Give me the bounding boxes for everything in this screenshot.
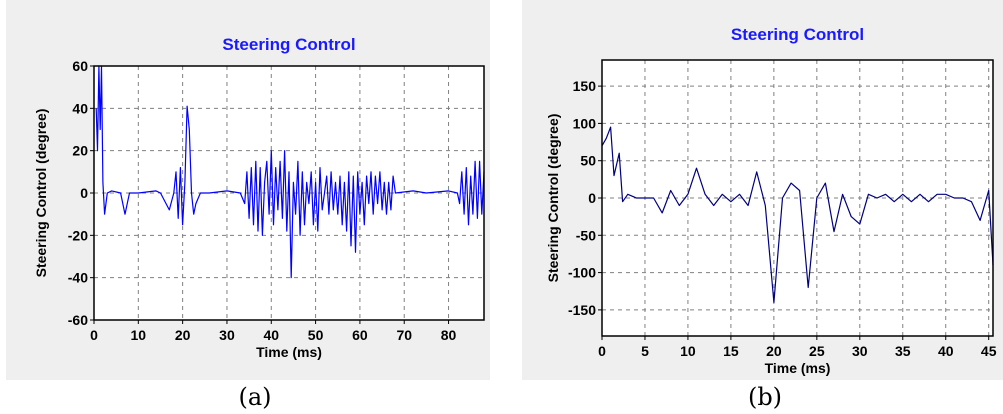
chart-panel-a: Steering Control 0 10 20 30 40 50 60 70 80 60 40 20 0…	[6, 0, 490, 380]
chart-a-xtick-label-10: 10	[131, 327, 147, 343]
chart-b-xtick-label-30: 30	[852, 343, 868, 359]
chart-a-ytick-label--20: -20	[68, 227, 88, 243]
chart-b-xtick-label-15: 15	[723, 343, 739, 359]
chart-b-xtick-label-0: 0	[598, 343, 606, 359]
chart-a-xlabel: Time (ms)	[256, 344, 322, 360]
chart-a-xtick-label-50: 50	[308, 327, 324, 343]
chart-a-xtick-label-0: 0	[90, 327, 98, 343]
chart-b-ytick-label--50: -50	[576, 227, 596, 243]
caption-b: (b)	[747, 383, 783, 411]
chart-b-xtick-label-10: 10	[680, 343, 696, 359]
chart-a-ytick-label-20: 20	[72, 143, 88, 159]
chart-b-ytick-label-150: 150	[573, 78, 597, 94]
chart-b-title: Steering Control	[731, 25, 864, 44]
caption-a: (a)	[238, 383, 272, 411]
chart-a-xtick-label-20: 20	[175, 327, 191, 343]
chart-a-ytick-label--60: -60	[68, 312, 88, 328]
chart-b-ytick-label-50: 50	[580, 153, 596, 169]
chart-a-title: Steering Control	[222, 35, 355, 54]
chart-a-ytick-label--40: -40	[68, 270, 88, 286]
chart-b-xtick-label-45: 45	[981, 343, 997, 359]
chart-a-ytick-label-0: 0	[80, 185, 88, 201]
chart-a-xtick-label-80: 80	[441, 327, 457, 343]
chart-b-xtick-label-25: 25	[809, 343, 825, 359]
chart-b-xtick-label-40: 40	[938, 343, 954, 359]
chart-a-xtick-label-30: 30	[219, 327, 235, 343]
chart-b-ytick-label--100: -100	[568, 265, 596, 281]
chart-b-xtick-label-20: 20	[766, 343, 782, 359]
chart-a-series-line-0	[95, 65, 485, 279]
chart-a-xtick-label-40: 40	[263, 327, 279, 343]
chart-b-series-line-0	[601, 126, 994, 303]
chart-b-xtick-label-35: 35	[895, 343, 911, 359]
chart-a-xtick-label-70: 70	[396, 327, 412, 343]
chart-b-xlabel: Time (ms)	[765, 360, 831, 376]
chart-a-xtick-label-60: 60	[352, 327, 368, 343]
chart-a-ytick-label-40: 40	[72, 100, 88, 116]
chart-a-ylabel: Steering Control (degree)	[33, 109, 49, 278]
chart-b-ytick-label--150: -150	[568, 302, 596, 318]
chart-b-xtick-label-5: 5	[641, 343, 649, 359]
chart-panel-b: Steering Control 0 5 10 15 20 25 30 35 40 45 150 100…	[522, 0, 1003, 380]
chart-a-ytick-label-60: 60	[72, 58, 88, 74]
chart-b-ytick-label-0: 0	[588, 190, 596, 206]
chart-b-svg: Steering Control 0 5 10 15 20 25 30 35 40 45 150 100…	[545, 25, 997, 376]
chart-a-svg: Steering Control 0 10 20 30 40 50 60 70 80 60 40 20 0…	[33, 35, 485, 360]
chart-b-ylabel: Steering Control (degree)	[545, 114, 561, 283]
chart-b-ytick-label-100: 100	[573, 115, 597, 131]
